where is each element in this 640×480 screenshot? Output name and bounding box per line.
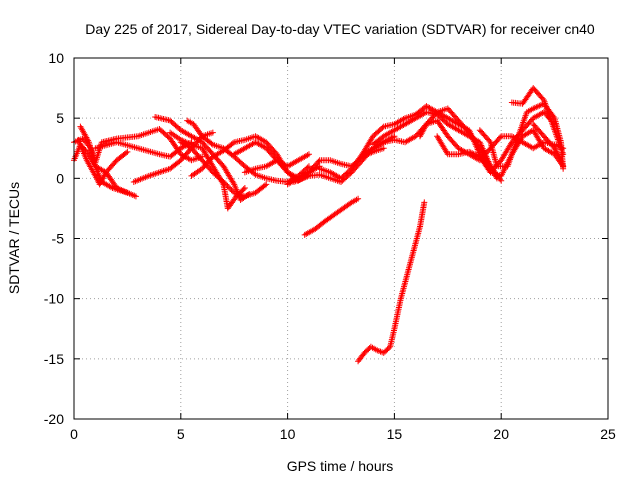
axis-ticks: 0 5 10 15 20 25 10 5 0 -5 -10 -15 -20: [44, 50, 616, 442]
data-point: [305, 163, 312, 170]
data-point: [124, 148, 131, 155]
data-point: [486, 137, 493, 144]
y-tick-label: -20: [44, 411, 64, 427]
x-tick-label: 20: [493, 426, 509, 442]
x-tick-label: 25: [600, 426, 616, 442]
data-point: [379, 124, 386, 131]
data-point: [560, 163, 567, 170]
data-point: [304, 164, 311, 171]
data-point: [560, 151, 567, 158]
x-tick-label: 10: [280, 426, 296, 442]
data-point: [497, 134, 504, 141]
data-point: [497, 176, 504, 183]
data-point: [263, 181, 270, 188]
data-point: [221, 180, 228, 187]
series-track-25: [355, 199, 428, 365]
data-point: [208, 167, 215, 174]
data-point: [380, 145, 387, 152]
data-point: [225, 184, 232, 191]
data-point: [385, 345, 392, 352]
data-point: [241, 184, 248, 191]
data-points: [71, 85, 567, 365]
data-point: [229, 188, 236, 195]
x-tick-label: 15: [387, 426, 403, 442]
data-point: [355, 195, 362, 202]
series-track-4: [75, 136, 131, 188]
x-tick-label: 0: [70, 426, 78, 442]
series-track-22: [508, 85, 567, 158]
data-point: [347, 200, 354, 207]
data-point: [208, 140, 215, 147]
data-point: [209, 129, 216, 136]
data-point: [305, 151, 312, 158]
series-track-5: [92, 139, 195, 160]
y-axis-label: SDTVAR / TECUs: [6, 182, 22, 294]
data-point: [220, 178, 227, 185]
series-track-6: [130, 129, 216, 185]
y-tick-label: 0: [56, 170, 64, 186]
data-point: [223, 181, 230, 188]
data-point: [124, 189, 131, 196]
data-point: [132, 193, 139, 200]
y-tick-label: -5: [52, 231, 65, 247]
data-point: [229, 140, 236, 147]
series-track-23: [530, 121, 567, 170]
data-point: [227, 185, 234, 192]
data-point: [240, 186, 247, 193]
data-point: [224, 183, 231, 190]
data-point: [228, 187, 235, 194]
y-tick-label: 10: [48, 50, 64, 66]
data-point: [123, 149, 130, 156]
data-point: [261, 182, 268, 189]
data-point: [421, 199, 428, 206]
x-tick-label: 5: [177, 426, 185, 442]
y-tick-label: -15: [44, 351, 64, 367]
series-track-24: [301, 195, 362, 238]
x-axis-label: GPS time / hours: [287, 458, 394, 474]
y-tick-label: 5: [56, 110, 64, 126]
chart-title: Day 225 of 2017, Sidereal Day-to-day VTE…: [85, 21, 595, 37]
data-point: [219, 177, 226, 184]
y-tick-label: -10: [44, 291, 64, 307]
data-point: [315, 158, 322, 165]
series-track-10: [177, 139, 270, 200]
